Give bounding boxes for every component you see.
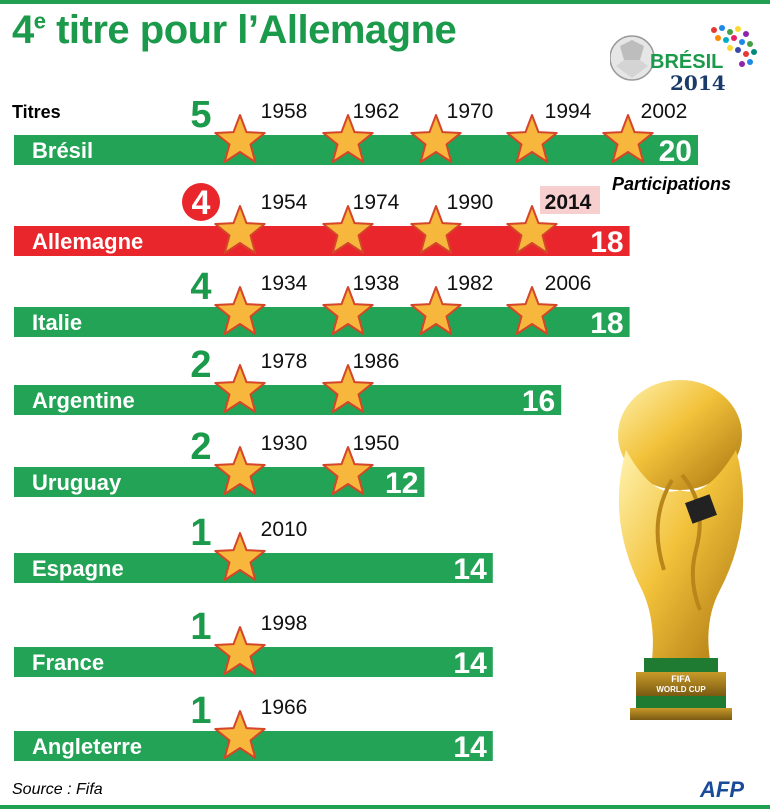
title-star xyxy=(410,114,462,163)
title-star xyxy=(214,446,266,495)
title-year-label: 1990 xyxy=(447,191,494,214)
title-year-label: 1962 xyxy=(353,100,400,123)
title-year-label: 1994 xyxy=(545,100,592,123)
titles-count: 4 xyxy=(192,184,211,222)
title-star xyxy=(214,205,266,254)
titles-count: 1 xyxy=(190,606,211,648)
afp-credit: AFP xyxy=(700,777,744,802)
participation-value: 18 xyxy=(590,226,623,259)
title-star xyxy=(322,446,374,495)
country-label: Argentine xyxy=(32,388,135,413)
svg-text:2014: 2014 xyxy=(670,71,726,95)
bresil-2014-logo: BRÉSIL 2014 xyxy=(610,25,757,95)
country-row: Argentine 16 2 1978 1986 xyxy=(14,344,562,418)
title-star xyxy=(322,286,374,335)
participation-bar xyxy=(14,385,562,415)
title-year-label: 1950 xyxy=(353,432,400,455)
title-star xyxy=(322,205,374,254)
title-year-label: 2002 xyxy=(641,100,688,123)
titres-label: Titres xyxy=(12,102,61,122)
country-row: France 14 1 1998 xyxy=(14,606,493,680)
participation-value: 16 xyxy=(522,385,555,418)
participation-value: 14 xyxy=(453,553,487,586)
participation-value: 14 xyxy=(453,731,487,764)
country-label: Italie xyxy=(32,310,82,335)
title-year-label: 1966 xyxy=(261,696,308,719)
title-year-label: 1998 xyxy=(261,612,308,635)
title-year-label: 1986 xyxy=(353,350,400,373)
page-title: 4e titre pour l’Allemagne xyxy=(12,8,457,52)
title-year-label: 2014 xyxy=(545,191,592,214)
title-star xyxy=(410,205,462,254)
title-star xyxy=(214,532,266,581)
title-star xyxy=(214,364,266,413)
title-star xyxy=(410,286,462,335)
country-label: France xyxy=(32,650,104,675)
title-star xyxy=(322,364,374,413)
title-year-label: 2006 xyxy=(545,272,592,295)
title-year-label: 2010 xyxy=(261,518,308,541)
participations-label: Participations xyxy=(612,174,732,194)
country-label: Brésil xyxy=(32,138,93,163)
titles-badge xyxy=(182,183,220,221)
titles-count: 4 xyxy=(190,266,211,308)
title-star xyxy=(214,626,266,675)
country-row: Uruguay 12 2 1930 1950 xyxy=(14,426,425,500)
world-cup-trophy-icon: FIFA WORLD CUP xyxy=(618,380,744,720)
svg-text:WORLD CUP: WORLD CUP xyxy=(656,685,706,694)
titles-count: 2 xyxy=(190,426,211,468)
title-year-label: 1934 xyxy=(261,272,308,295)
title-year-label: 1930 xyxy=(261,432,308,455)
source-note: Source : Fifa xyxy=(12,781,103,798)
title-year-label: 1938 xyxy=(353,272,400,295)
confetti-dots xyxy=(711,25,757,67)
country-row: Angleterre 14 1 1966 xyxy=(14,690,493,764)
top-rule xyxy=(0,0,770,4)
bottom-rule xyxy=(0,805,770,809)
participation-value: 14 xyxy=(453,647,487,680)
titles-count: 1 xyxy=(190,512,211,554)
title-star xyxy=(506,205,558,254)
svg-text:FIFA: FIFA xyxy=(671,674,691,684)
country-label: Allemagne xyxy=(32,229,143,254)
participation-value: 20 xyxy=(659,135,692,168)
title-year-label: 1954 xyxy=(261,191,308,214)
titles-count: 1 xyxy=(190,690,211,732)
country-label: Espagne xyxy=(32,556,124,581)
title-star xyxy=(322,114,374,163)
title-star xyxy=(214,114,266,163)
title-year-label: 1982 xyxy=(447,272,494,295)
country-label: Uruguay xyxy=(32,470,122,495)
title-year-label: 1974 xyxy=(353,191,400,214)
title-year-label: 1958 xyxy=(261,100,308,123)
participation-value: 12 xyxy=(385,467,418,500)
title-star xyxy=(602,114,654,163)
country-row: Brésil 20 5 1958 1962 1970 1994 2002 xyxy=(14,94,698,168)
title-star xyxy=(214,286,266,335)
participation-value: 18 xyxy=(590,307,623,340)
title-year-label: 1978 xyxy=(261,350,308,373)
title-year-label: 1970 xyxy=(447,100,494,123)
country-row: Allemagne 18 4 1954 1974 1990 2014 xyxy=(14,183,630,259)
country-label: Angleterre xyxy=(32,734,142,759)
country-row: Espagne 14 1 2010 xyxy=(14,512,493,586)
titles-count: 5 xyxy=(190,94,211,136)
title-star xyxy=(506,114,558,163)
country-row: Italie 18 4 1934 1938 1982 2006 xyxy=(14,266,630,340)
title-star xyxy=(214,710,266,759)
titles-count: 2 xyxy=(190,344,211,386)
new-title-highlight xyxy=(540,186,600,214)
title-star xyxy=(506,286,558,335)
svg-text:BRÉSIL: BRÉSIL xyxy=(650,50,723,73)
